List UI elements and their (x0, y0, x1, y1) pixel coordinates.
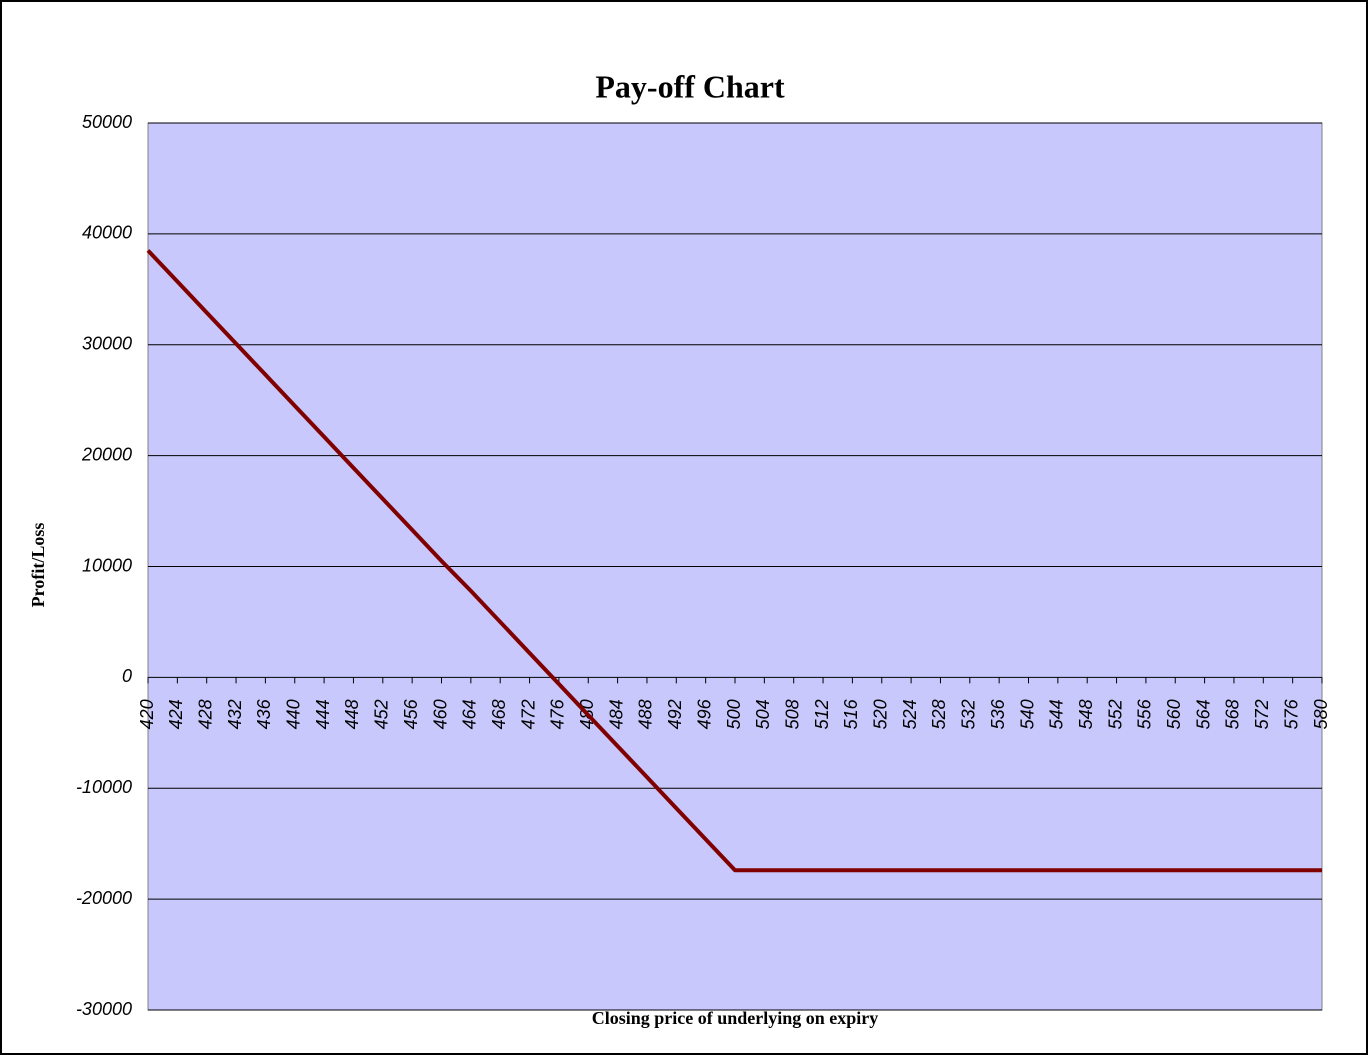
x-tick-label: 424 (166, 699, 186, 729)
y-tick-label: 40000 (82, 223, 132, 243)
x-tick-label: 476 (548, 698, 568, 729)
x-tick-label: 532 (959, 699, 979, 729)
x-tick-label: 516 (841, 698, 861, 729)
x-tick-label: 460 (430, 699, 450, 729)
x-tick-label: 500 (724, 699, 744, 729)
line-series (146, 249, 1322, 873)
x-tick-label: 436 (254, 698, 274, 729)
x-tick-label: 472 (518, 699, 538, 729)
y-tick-label: -10000 (76, 777, 132, 797)
x-tick-label: 456 (401, 698, 421, 729)
x-tick-label: 560 (1164, 699, 1184, 729)
x-tick-label: 568 (1223, 699, 1243, 729)
x-tick-label: 468 (489, 699, 509, 729)
x-tick-label: 564 (1193, 699, 1213, 729)
x-tick-label: 580 (1311, 699, 1331, 729)
y-tick-label: 10000 (82, 555, 132, 575)
x-tick-label: 540 (1017, 699, 1037, 729)
x-tick-label: 544 (1047, 699, 1067, 729)
y-tick-label: 0 (122, 666, 132, 686)
x-tick-label: 444 (313, 699, 333, 729)
y-tick-label: 30000 (82, 334, 132, 354)
x-tick-label: 420 (137, 699, 157, 729)
x-tick-label: 428 (195, 699, 215, 729)
x-tick-label: 512 (812, 699, 832, 729)
x-tick-label: 520 (871, 699, 891, 729)
y-tick-label: 50000 (82, 112, 132, 132)
x-tick-label: 464 (460, 699, 480, 729)
x-tick-label: 576 (1281, 698, 1301, 729)
x-tick-label: 484 (606, 699, 626, 729)
x-tick-label: 552 (1105, 699, 1125, 729)
x-tick-label: 452 (372, 699, 392, 729)
plot-area: -30000 -20000 -10000 0 10000 20000 30000 40000 5… (76, 112, 1331, 1019)
x-axis-label: Closing price of underlying on expiry (592, 1008, 879, 1028)
x-tick-label: 536 (988, 698, 1008, 729)
x-tick-label: 508 (782, 699, 802, 729)
x-tick-label: 432 (225, 699, 245, 729)
y-tick-label: 20000 (81, 444, 132, 464)
x-tick-label: 440 (284, 699, 304, 729)
x-tick-label: 548 (1076, 699, 1096, 729)
x-tick-label: 524 (900, 699, 920, 729)
x-tick-label: 492 (665, 699, 685, 729)
y-tick-label: -30000 (76, 999, 132, 1019)
x-tick-label: 448 (342, 699, 362, 729)
x-tick-label: 572 (1252, 699, 1272, 729)
x-tick-label: 496 (694, 698, 714, 729)
y-axis-label: Profit/Loss (28, 523, 48, 608)
x-tick-label: 528 (929, 699, 949, 729)
x-tick-label: 556 (1135, 698, 1155, 729)
y-tick-label: -20000 (76, 888, 132, 908)
x-tick-label: 504 (753, 699, 773, 729)
chart-title: Pay-off Chart (595, 68, 785, 104)
x-tick-label: 488 (636, 699, 656, 729)
